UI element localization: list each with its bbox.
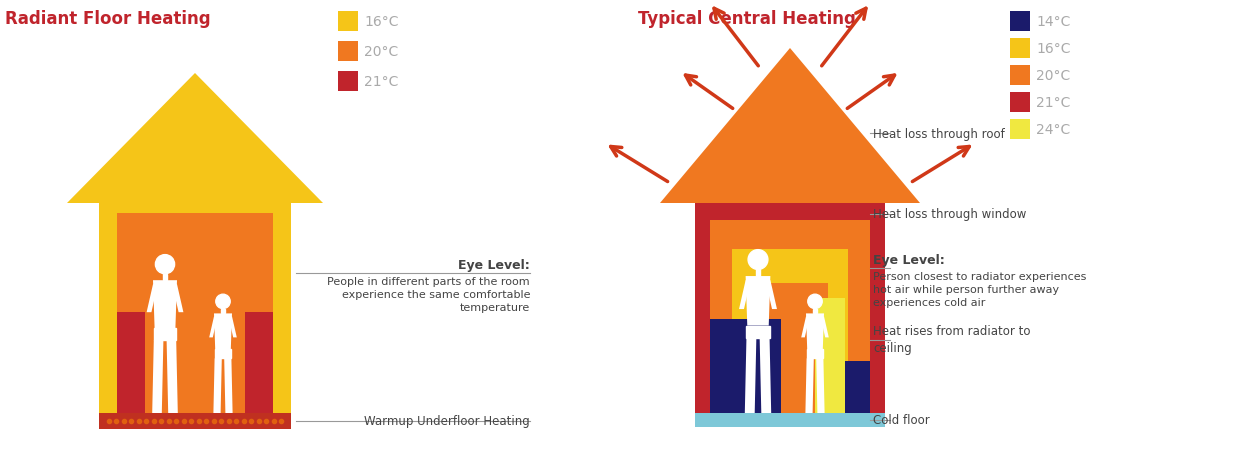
Bar: [1009, 12, 1030, 32]
Circle shape: [808, 295, 823, 309]
Text: Cold floor: Cold floor: [873, 414, 929, 427]
Text: 20°C: 20°C: [364, 45, 399, 59]
Bar: [339, 42, 357, 62]
Text: Heat loss through window: Heat loss through window: [873, 207, 1026, 221]
Bar: [813, 309, 816, 314]
Bar: [1009, 93, 1030, 113]
Bar: [746, 326, 770, 338]
Text: Radiant Floor Heating: Radiant Floor Heating: [5, 10, 211, 28]
Bar: [99, 413, 291, 429]
Bar: [806, 350, 824, 359]
Polygon shape: [820, 317, 829, 338]
Bar: [710, 220, 870, 413]
Text: 21°C: 21°C: [1036, 96, 1071, 110]
Polygon shape: [660, 49, 920, 203]
Circle shape: [155, 255, 174, 274]
Bar: [339, 12, 357, 32]
Text: 16°C: 16°C: [1036, 42, 1071, 56]
Polygon shape: [765, 281, 777, 309]
Polygon shape: [209, 317, 218, 338]
Text: 24°C: 24°C: [1036, 123, 1070, 137]
Text: 16°C: 16°C: [364, 15, 399, 29]
Bar: [221, 309, 224, 314]
Bar: [245, 313, 273, 413]
Polygon shape: [152, 341, 163, 413]
Bar: [695, 413, 885, 427]
Polygon shape: [746, 276, 770, 326]
Polygon shape: [213, 359, 222, 413]
Text: Person closest to radiator experiences
hot air while person further away
experie: Person closest to radiator experiences h…: [873, 272, 1086, 308]
Bar: [755, 270, 760, 276]
Bar: [732, 250, 848, 413]
Polygon shape: [214, 314, 232, 350]
Text: Heat loss through roof: Heat loss through roof: [873, 128, 1004, 140]
Bar: [163, 274, 167, 281]
Polygon shape: [801, 317, 810, 338]
Bar: [710, 319, 781, 413]
Polygon shape: [172, 285, 183, 313]
Bar: [1009, 120, 1030, 140]
Polygon shape: [147, 285, 158, 313]
Bar: [695, 203, 885, 413]
Polygon shape: [739, 281, 751, 309]
Text: Eye Level:: Eye Level:: [873, 253, 944, 267]
Text: Warmup Underfloor Heating: Warmup Underfloor Heating: [364, 414, 530, 428]
Text: Eye Level:: Eye Level:: [458, 258, 530, 272]
Text: People in different parts of the room
experience the same comfortable
temperatur: People in different parts of the room ex…: [327, 276, 530, 313]
Bar: [117, 313, 145, 413]
Polygon shape: [806, 314, 824, 350]
Text: 20°C: 20°C: [1036, 69, 1070, 83]
Polygon shape: [228, 317, 237, 338]
Polygon shape: [224, 359, 232, 413]
Polygon shape: [805, 359, 814, 413]
Text: Typical Central Heating: Typical Central Heating: [638, 10, 856, 28]
Bar: [1009, 39, 1030, 59]
Text: Heat rises from radiator to
ceiling: Heat rises from radiator to ceiling: [873, 325, 1031, 355]
Bar: [117, 213, 273, 413]
Bar: [752, 283, 828, 413]
Polygon shape: [66, 74, 324, 203]
Bar: [154, 328, 177, 341]
Bar: [99, 203, 291, 413]
Polygon shape: [745, 338, 756, 413]
Text: 14°C: 14°C: [1036, 15, 1071, 29]
Bar: [339, 72, 357, 92]
Polygon shape: [167, 341, 178, 413]
Bar: [214, 350, 232, 359]
Polygon shape: [153, 281, 177, 328]
Text: 21°C: 21°C: [364, 75, 399, 89]
Polygon shape: [760, 338, 771, 413]
Bar: [845, 361, 870, 413]
Bar: [1009, 66, 1030, 86]
Circle shape: [216, 295, 231, 309]
Bar: [815, 298, 845, 413]
Circle shape: [749, 250, 767, 270]
Polygon shape: [816, 359, 825, 413]
